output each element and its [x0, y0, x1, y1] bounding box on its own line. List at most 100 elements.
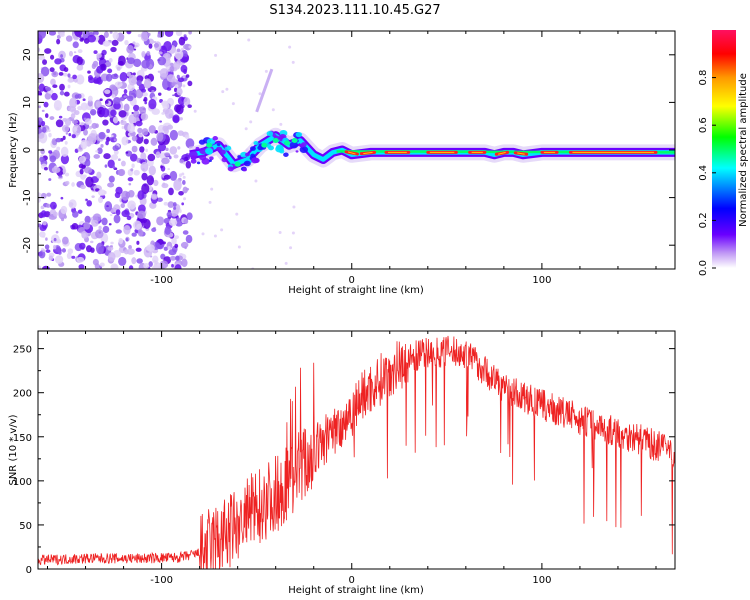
noise-blob — [167, 168, 171, 171]
noise-blob — [73, 51, 77, 54]
noise-blob — [83, 117, 87, 121]
noise-blob — [214, 53, 218, 57]
noise-blob — [78, 163, 85, 169]
noise-blob — [127, 57, 135, 65]
noise-blob — [87, 70, 91, 74]
noise-blob — [52, 84, 58, 89]
noise-blob — [95, 101, 101, 108]
noise-blob — [174, 264, 182, 269]
noise-blob — [141, 92, 148, 97]
noise-blob — [51, 92, 58, 101]
noise-blob — [143, 138, 149, 145]
noise-blob — [61, 124, 70, 133]
noise-blob — [147, 153, 156, 162]
noise-blob — [112, 165, 116, 169]
ridge-blob — [204, 147, 214, 155]
noise-blob — [40, 66, 50, 77]
noise-blob — [188, 45, 192, 49]
ridge-blob — [272, 137, 279, 143]
noise-blob — [168, 187, 174, 196]
noise-blob — [167, 201, 175, 208]
colorbar-ticks: 0.0 0.2 0.4 0.6 0.8 — [698, 70, 716, 276]
spectrogram-ylabel: Frequency (Hz) — [8, 112, 19, 188]
noise-blob — [97, 189, 106, 196]
noise-blob — [184, 134, 190, 140]
noise-blob — [109, 245, 113, 248]
noise-blob — [84, 158, 91, 167]
ridge-blob — [234, 161, 241, 167]
noise-blob — [136, 240, 140, 245]
noise-blob — [221, 90, 225, 94]
noise-blob — [182, 161, 186, 165]
noise-blob — [49, 201, 57, 210]
noise-blob — [128, 244, 132, 250]
noise-blob — [151, 108, 160, 115]
noise-blob — [95, 150, 99, 153]
noise-blob — [76, 65, 84, 71]
noise-blob — [112, 116, 119, 124]
noise-blob — [117, 158, 121, 162]
noise-blob — [148, 165, 156, 176]
noise-blob — [111, 264, 119, 269]
noise-blob — [83, 129, 88, 136]
noise-blob — [173, 87, 178, 93]
noise-blob — [113, 214, 121, 224]
noise-blob — [85, 245, 93, 253]
ridge-blob — [243, 160, 251, 167]
noise-blob — [153, 261, 161, 269]
noise-blob — [220, 228, 224, 232]
noise-blob — [93, 154, 101, 159]
noise-blob — [77, 49, 83, 54]
noise-blob — [45, 113, 49, 118]
noise-blob — [237, 245, 241, 249]
noise-blob — [151, 90, 155, 93]
noise-blob — [169, 146, 178, 155]
snr-ytick-label: 150 — [13, 433, 32, 444]
noise-blob — [110, 46, 117, 53]
noise-blob — [164, 152, 171, 157]
ridge-blob — [198, 139, 206, 145]
noise-blob — [146, 51, 151, 56]
colorbar-label: Normalized spectral amplitude — [738, 73, 749, 227]
noise-blob — [150, 193, 158, 200]
noise-blob — [165, 54, 169, 58]
ridge-blob — [195, 146, 200, 150]
noise-blob — [185, 138, 195, 149]
noise-blob — [87, 133, 97, 145]
noise-blob — [87, 34, 97, 43]
ridge-blob — [245, 152, 250, 157]
noise-blob — [161, 157, 170, 165]
noise-blob — [84, 215, 91, 224]
noise-blob — [71, 134, 76, 139]
noise-blob — [123, 95, 127, 98]
ridge-blob — [242, 167, 247, 172]
noise-blob — [72, 74, 77, 80]
noise-blob — [157, 33, 161, 38]
noise-blob — [143, 218, 151, 229]
noise-blob — [56, 146, 61, 151]
noise-blob — [56, 106, 60, 110]
ridge-hot-inner — [347, 151, 356, 155]
noise-blob — [169, 255, 177, 261]
snr-xtick-label: -100 — [150, 575, 173, 586]
noise-blob — [101, 107, 110, 118]
noise-blob — [68, 199, 77, 209]
noise-blob — [187, 104, 192, 108]
ridge-blob — [190, 155, 197, 160]
noise-blob — [155, 151, 161, 159]
noise-blob — [47, 129, 51, 133]
noise-blob — [172, 202, 177, 207]
noise-blob — [85, 198, 88, 201]
noise-blob — [103, 153, 111, 160]
noise-blob — [121, 125, 125, 130]
noise-blob — [177, 77, 185, 83]
noise-blob — [62, 135, 66, 140]
noise-blob — [132, 41, 136, 45]
noise-blob — [150, 137, 158, 146]
noise-blob — [185, 74, 190, 78]
noise-blob — [164, 31, 174, 37]
noise-blob — [141, 183, 150, 195]
noise-blob — [55, 255, 64, 264]
noise-blob — [42, 249, 46, 253]
